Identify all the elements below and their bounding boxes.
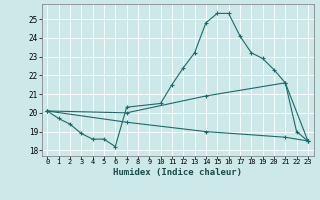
- X-axis label: Humidex (Indice chaleur): Humidex (Indice chaleur): [113, 168, 242, 177]
